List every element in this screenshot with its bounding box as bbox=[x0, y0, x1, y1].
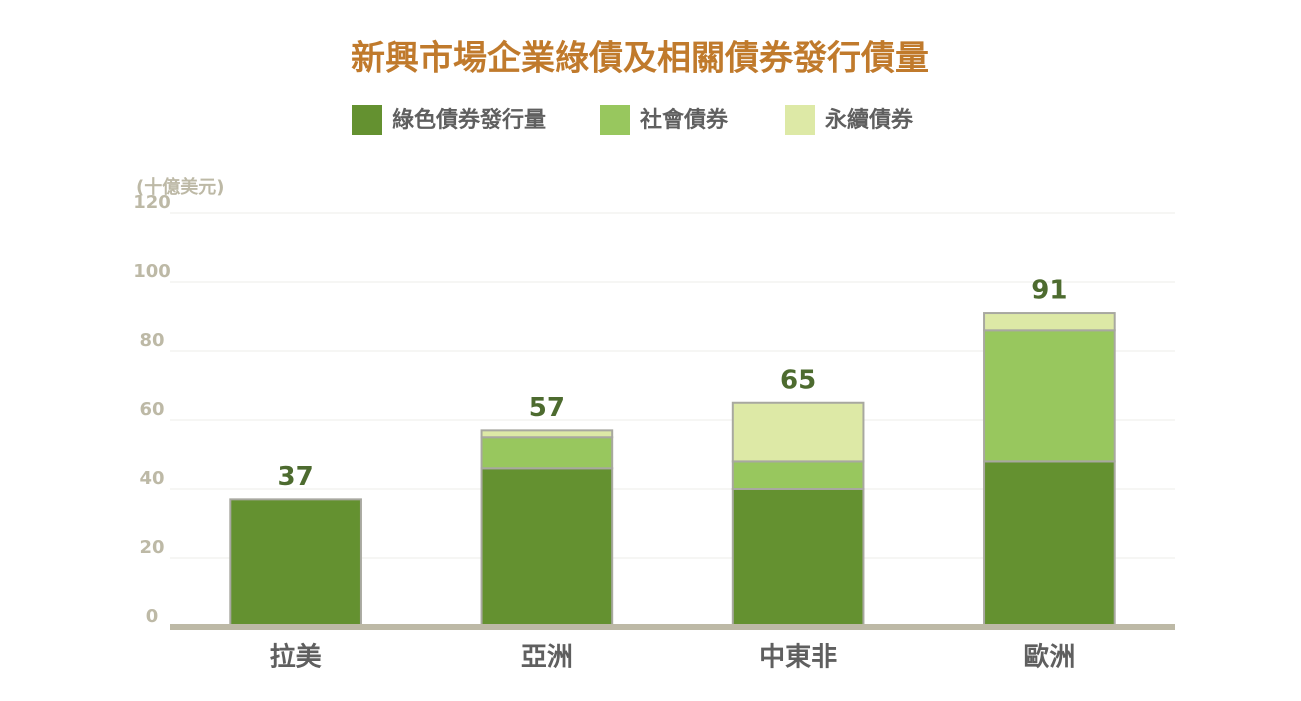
y-tick-label: 60 bbox=[139, 399, 164, 420]
bar-segment bbox=[731, 488, 865, 628]
bar-segment bbox=[983, 312, 1116, 332]
legend-swatch bbox=[352, 105, 382, 135]
legend-label: 綠色債券發行量 bbox=[392, 107, 546, 133]
bar-segment bbox=[480, 429, 614, 439]
x-tick-label: 拉美 bbox=[270, 642, 322, 673]
bar-segment bbox=[480, 467, 614, 628]
bar-segment bbox=[731, 401, 865, 463]
bar-segment bbox=[983, 460, 1116, 628]
bar-segment bbox=[731, 460, 865, 490]
total-label: 65 bbox=[780, 365, 816, 395]
x-tick-label: 中東非 bbox=[759, 643, 837, 673]
y-tick-label: 20 bbox=[139, 537, 164, 558]
legend-swatch bbox=[600, 105, 630, 135]
total-label: 91 bbox=[1031, 276, 1067, 306]
total-label: 37 bbox=[278, 462, 314, 492]
bar-segment bbox=[480, 436, 614, 470]
unit-label: (十億美元) bbox=[136, 176, 224, 198]
legend-label: 社會債券 bbox=[640, 107, 729, 133]
legend-label: 永續債券 bbox=[825, 107, 914, 133]
y-tick-label: 80 bbox=[139, 330, 164, 351]
x-tick-label: 亞洲 bbox=[521, 643, 573, 673]
y-tick-label: 100 bbox=[133, 261, 171, 282]
y-tick-label: 120 bbox=[133, 192, 171, 213]
bar-segment bbox=[983, 329, 1116, 463]
total-label: 57 bbox=[529, 393, 565, 423]
y-tick-label: 0 bbox=[146, 606, 159, 627]
y-tick-label: 40 bbox=[139, 468, 164, 489]
bar-segment bbox=[229, 498, 362, 629]
legend-swatch bbox=[785, 105, 815, 135]
chart-title: 新興市場企業綠債及相關債券發行債量 bbox=[351, 39, 929, 79]
x-tick-label: 歐洲 bbox=[1023, 643, 1075, 673]
